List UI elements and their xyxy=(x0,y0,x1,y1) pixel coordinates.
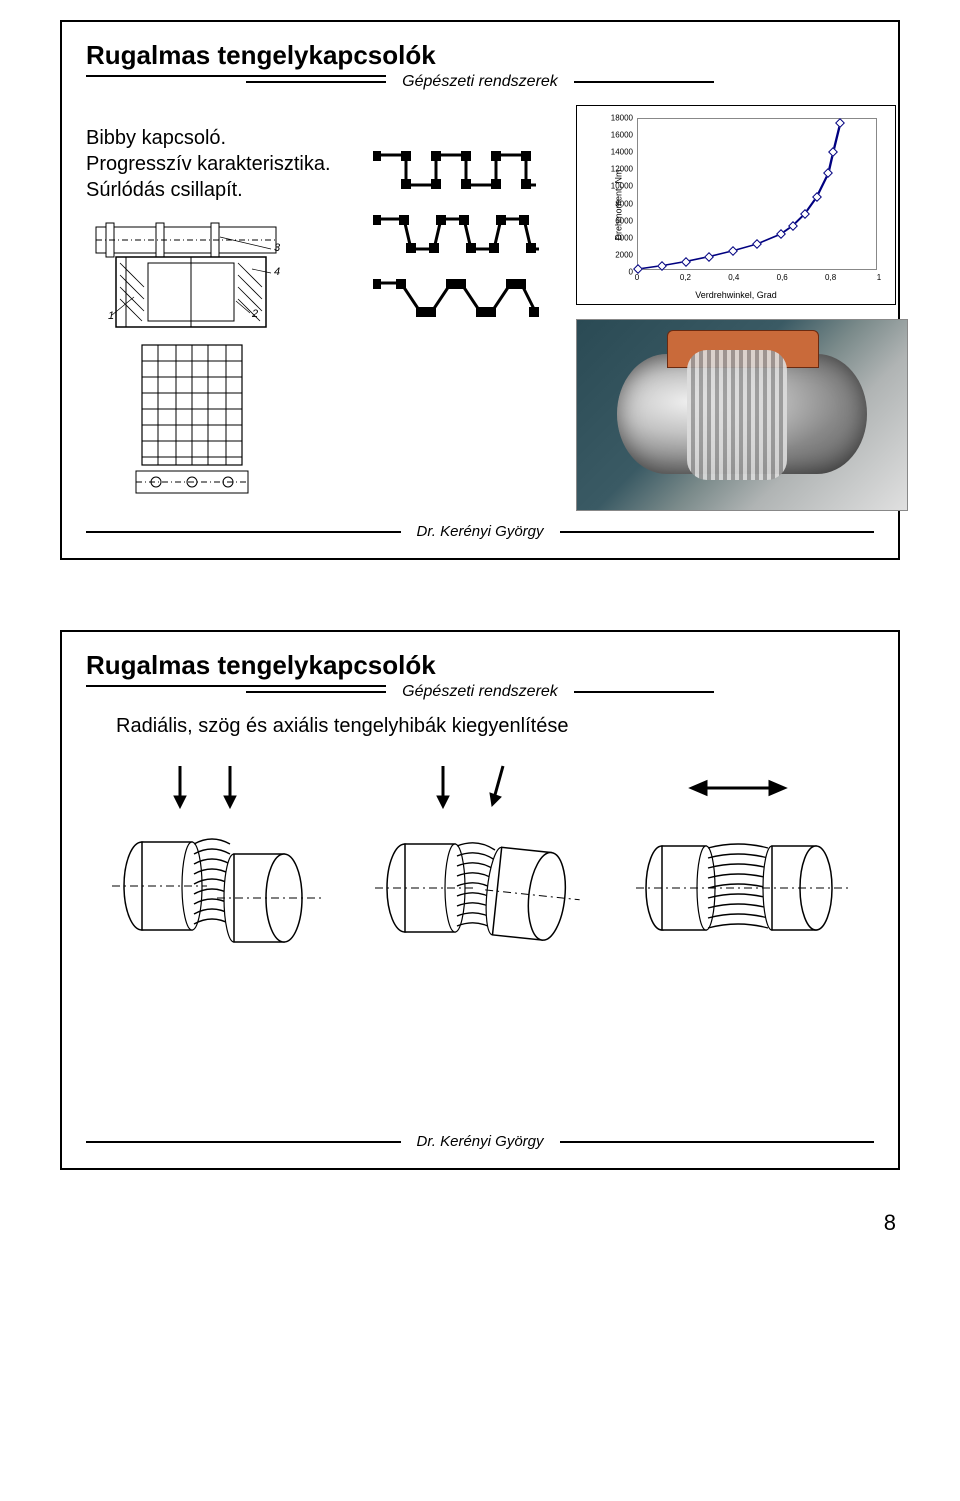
spring-sketch-1 xyxy=(371,145,541,195)
slide1-footer-text: Dr. Kerényi György xyxy=(417,523,544,540)
subtitle-line-right-2 xyxy=(574,691,714,693)
subtitle-line-left-2 xyxy=(246,691,386,693)
diagram-axial xyxy=(628,758,858,978)
misalignment-diagrams xyxy=(86,758,874,978)
subtitle-row: Gépészeti rendszerek xyxy=(86,73,874,91)
footer-line-left-2 xyxy=(86,1141,401,1143)
chart-ytick: 10000 xyxy=(607,182,633,191)
slide1-description: Bibby kapcsoló. Progresszív karakteriszt… xyxy=(86,125,336,203)
chart-ytick: 18000 xyxy=(607,114,633,123)
footer-line-right-2 xyxy=(560,1141,875,1143)
spring-sketch-2 xyxy=(371,209,541,259)
chart-ytick: 8000 xyxy=(607,199,633,208)
chart-xtick: 1 xyxy=(877,273,881,282)
chart-ytick: 2000 xyxy=(607,250,633,259)
chart-ytick: 0 xyxy=(607,268,633,277)
chart-plot-area xyxy=(637,118,877,270)
coupling-photo xyxy=(576,319,908,511)
slide2-title: Rugalmas tengelykapcsolók xyxy=(86,650,874,681)
chart-ytick: 4000 xyxy=(607,233,633,242)
page-number: 8 xyxy=(60,1210,900,1236)
chart-ytick: 16000 xyxy=(607,131,633,140)
subtitle-line-left xyxy=(246,81,386,83)
chart-xtick: 0 xyxy=(635,273,639,282)
svg-text:2: 2 xyxy=(251,308,258,320)
torque-angle-chart: Drehmoment, Nm Verdrehwinkel, Grad 02000… xyxy=(576,105,896,305)
chart-xtick: 0,4 xyxy=(728,273,739,282)
slide1-title: Rugalmas tengelykapcsolók xyxy=(86,40,874,71)
slide2-footer: Dr. Kerényi György xyxy=(86,1133,874,1150)
subtitle-row-2: Gépészeti rendszerek xyxy=(86,683,874,701)
chart-ytick: 12000 xyxy=(607,165,633,174)
slide-2: Rugalmas tengelykapcsolók Gépészeti rend… xyxy=(60,630,900,1170)
chart-xtick: 0,6 xyxy=(777,273,788,282)
svg-text:1: 1 xyxy=(108,310,114,322)
slide-1: Rugalmas tengelykapcsolók Gépészeti rend… xyxy=(60,20,900,560)
slide1-subtitle: Gépészeti rendszerek xyxy=(402,73,558,91)
svg-text:3: 3 xyxy=(274,242,281,254)
chart-x-label: Verdrehwinkel, Grad xyxy=(695,290,777,300)
spring-sketch-3 xyxy=(371,273,541,323)
diagram-radial xyxy=(102,758,332,978)
slide1-footer: Dr. Kerényi György xyxy=(86,523,874,540)
coupling-cross-section: 1 2 3 4 xyxy=(86,217,286,497)
chart-xtick: 0,2 xyxy=(680,273,691,282)
chart-ytick: 6000 xyxy=(607,216,633,225)
slide2-subtitle: Gépészeti rendszerek xyxy=(402,683,558,701)
diagram-angular xyxy=(365,758,595,978)
slide2-footer-text: Dr. Kerényi György xyxy=(417,1133,544,1150)
svg-text:4: 4 xyxy=(274,266,280,278)
chart-xtick: 0,8 xyxy=(825,273,836,282)
slide2-body: Radiális, szög és axiális tengelyhibák k… xyxy=(116,715,874,738)
chart-ytick: 14000 xyxy=(607,148,633,157)
subtitle-line-right xyxy=(574,81,714,83)
footer-line-left xyxy=(86,531,401,533)
footer-line-right xyxy=(560,531,875,533)
